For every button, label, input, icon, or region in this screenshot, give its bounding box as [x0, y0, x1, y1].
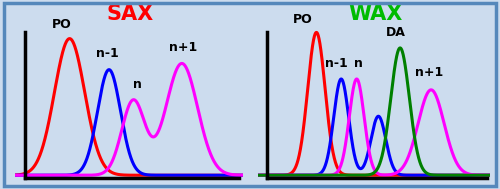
Text: n-1: n-1 [325, 57, 348, 70]
Text: n+1: n+1 [416, 66, 444, 79]
Text: WAX: WAX [348, 4, 403, 24]
Text: DA: DA [386, 26, 406, 39]
Text: n+1: n+1 [169, 41, 198, 54]
Text: PO: PO [292, 13, 312, 26]
Text: n: n [354, 57, 362, 70]
Text: SAX: SAX [106, 4, 154, 24]
Text: PO: PO [52, 18, 72, 31]
Text: n-1: n-1 [96, 47, 119, 60]
Text: n: n [134, 78, 142, 91]
